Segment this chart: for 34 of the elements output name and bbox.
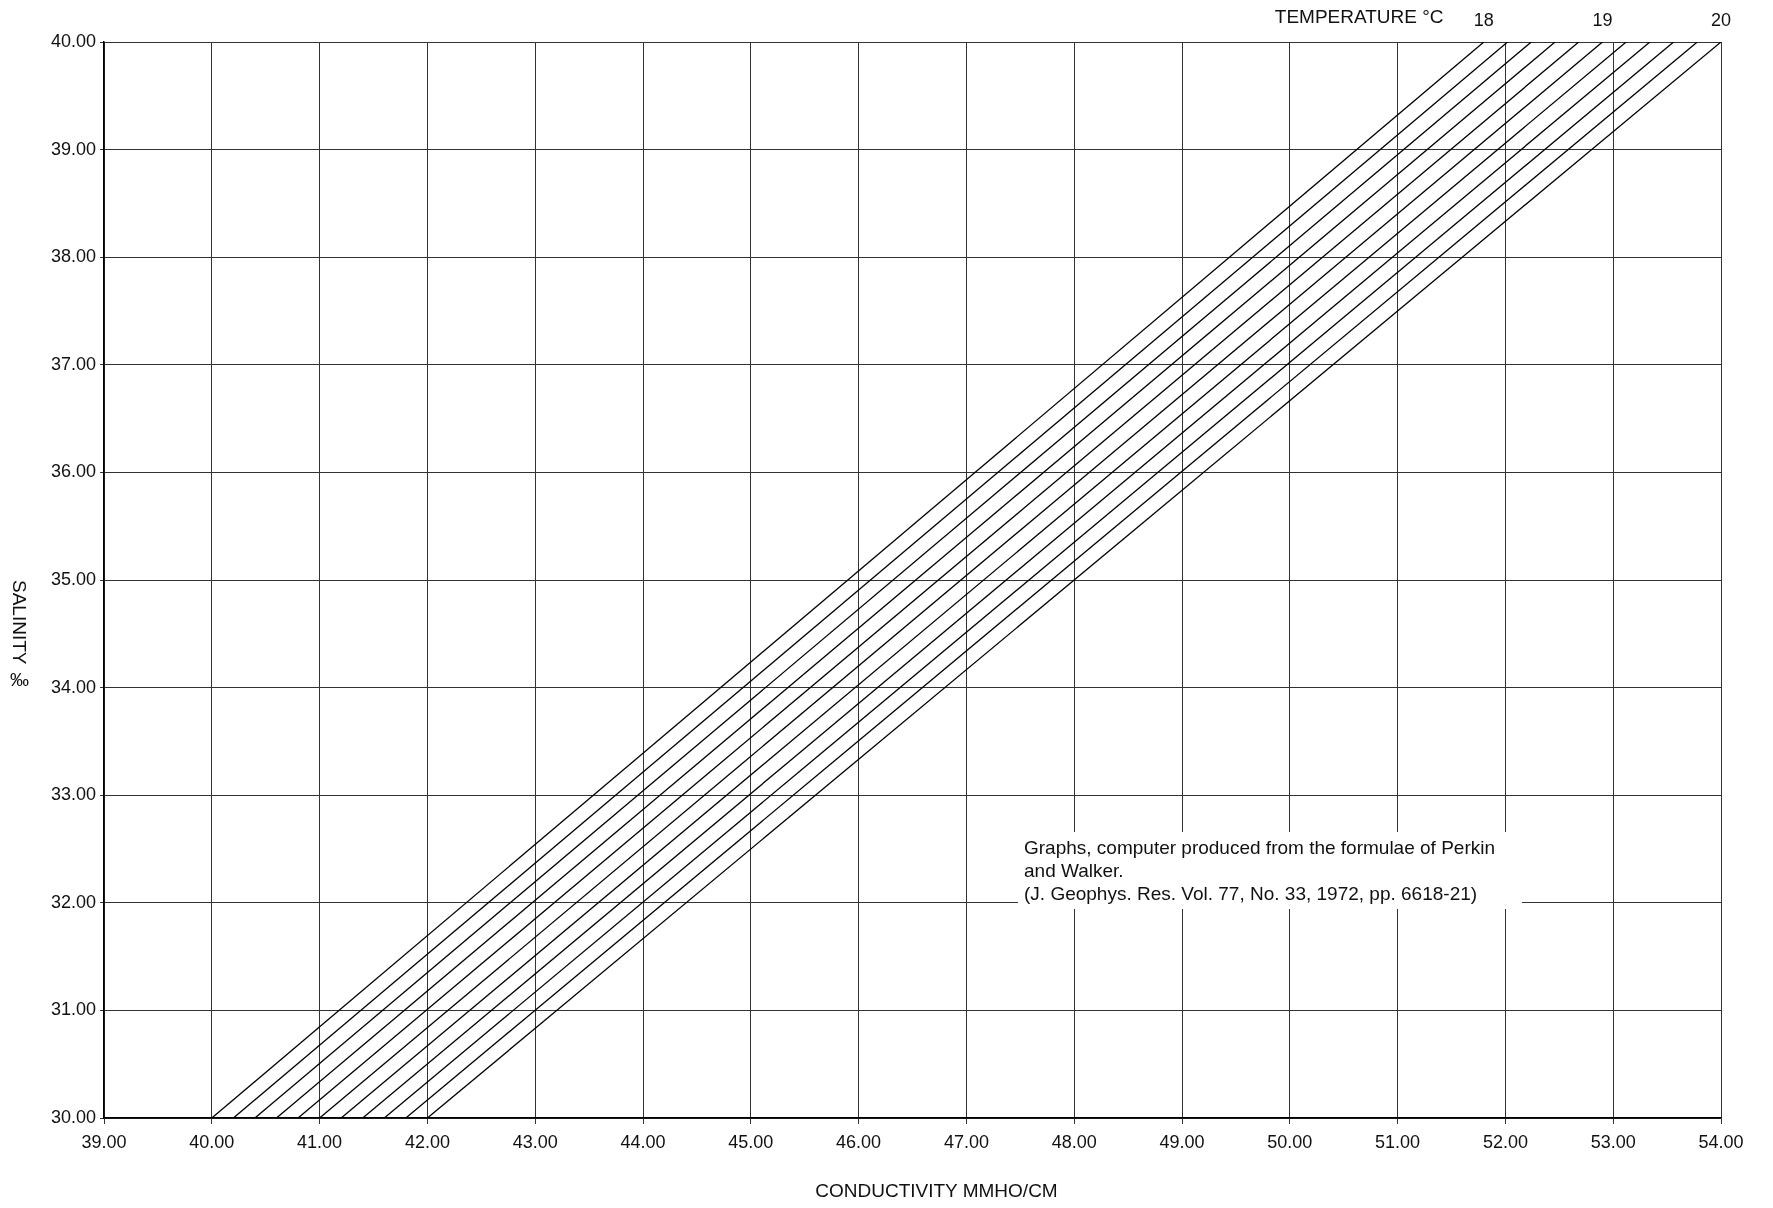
x-tick-label: 49.00 — [1159, 1131, 1205, 1152]
y-tick-label: 39.00 — [50, 138, 96, 159]
y-tick-label: 34.00 — [50, 676, 96, 697]
y-tick-label: 36.00 — [50, 461, 96, 482]
series-label: 20 — [1710, 10, 1732, 30]
legend-title: TEMPERATURE °C — [1274, 6, 1444, 28]
series-label: 19 — [1592, 10, 1613, 30]
y-tick-label: 30.00 — [50, 1106, 96, 1127]
x-tick-label: 48.00 — [1051, 1131, 1097, 1152]
x-tick-label: 51.00 — [1375, 1131, 1421, 1152]
x-tick-label: 42.00 — [404, 1131, 450, 1152]
series-label: 18 — [1473, 10, 1494, 30]
x-axis-title: CONDUCTIVITY MMHO/CM — [815, 1180, 1058, 1201]
x-tick-label: 45.00 — [728, 1131, 774, 1152]
x-tick-label: 39.00 — [81, 1131, 127, 1152]
y-tick-label: 31.00 — [50, 999, 96, 1020]
y-tick-label: 32.00 — [50, 891, 96, 912]
y-tick-label: 33.00 — [50, 784, 96, 805]
y-tick-label: 37.00 — [50, 353, 96, 374]
x-tick-label: 44.00 — [620, 1131, 666, 1152]
annotation: Graphs, computer produced from the formulae of Perkin and Walker. (J. Geophys. Res. Vol. 77, No. 33, 1972, pp. 6618-21) — [1018, 832, 1522, 909]
y-axis-title: SALINITY ‰ — [8, 580, 30, 691]
y-tick-label: 35.00 — [50, 568, 96, 589]
x-tick-label: 41.00 — [297, 1131, 343, 1152]
y-tick-label: 40.00 — [50, 30, 96, 51]
x-tick-label: 43.00 — [512, 1131, 558, 1152]
x-tick-label: 46.00 — [836, 1131, 882, 1152]
x-tick-label: 53.00 — [1590, 1131, 1636, 1152]
x-tick-label: 40.00 — [189, 1131, 235, 1152]
y-tick-label: 38.00 — [50, 246, 96, 267]
x-tick-label: 52.00 — [1482, 1131, 1528, 1152]
x-tick-label: 50.00 — [1267, 1131, 1313, 1152]
x-tick-label: 54.00 — [1698, 1131, 1744, 1152]
x-tick-label: 47.00 — [943, 1131, 989, 1152]
